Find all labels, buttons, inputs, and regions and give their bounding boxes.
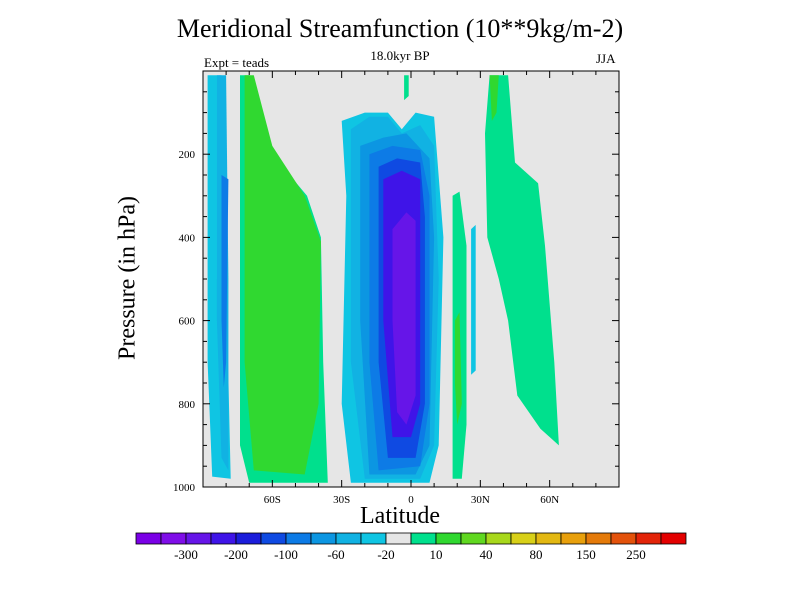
colorbar-swatch: [336, 533, 361, 544]
colorbar-label: 40: [480, 547, 493, 562]
colorbar-swatch: [586, 533, 611, 544]
colorbar-swatch: [411, 533, 436, 544]
colorbar-swatch: [561, 533, 586, 544]
x-tick-label: 30N: [471, 494, 490, 506]
colorbar-label: 150: [576, 547, 596, 562]
x-tick-label: 0: [408, 494, 414, 506]
colorbar-swatch: [261, 533, 286, 544]
colorbar-swatch: [386, 533, 411, 544]
colorbar-swatch: [286, 533, 311, 544]
colorbar-label: -20: [377, 547, 394, 562]
x-tick-label: 30S: [333, 494, 350, 506]
y-tick-label: 400: [179, 232, 196, 244]
colorbar-swatch: [636, 533, 661, 544]
colorbar-swatch: [461, 533, 486, 544]
colorbar-swatch: [611, 533, 636, 544]
colorbar-label: -300: [174, 547, 198, 562]
x-tick-label: 60S: [264, 494, 281, 506]
colorbar-swatch: [311, 533, 336, 544]
contour-nh-negative-sliver: [471, 225, 476, 375]
colorbar-label: -200: [224, 547, 248, 562]
y-tick-label: 1000: [173, 482, 196, 494]
y-tick-label: 600: [179, 316, 196, 328]
colorbar-swatch: [536, 533, 561, 544]
colorbar-swatch: [211, 533, 236, 544]
contour-upper-positive-sliver: [404, 75, 409, 100]
x-tick-label: 60N: [540, 494, 559, 506]
streamfunction-chart: 200 400 600 800 1000 60S 30S 0 30N 60N -300 -200 -10…: [0, 0, 800, 600]
colorbar-swatch: [361, 533, 386, 544]
colorbar-label: 10: [430, 547, 443, 562]
y-tick-label: 800: [179, 399, 196, 411]
colorbar-swatch: [511, 533, 536, 544]
colorbar-label: 80: [530, 547, 543, 562]
colorbar-label: -100: [274, 547, 298, 562]
colorbar-swatch: [136, 533, 161, 544]
colorbar-swatch: [486, 533, 511, 544]
colorbar-swatch: [661, 533, 686, 544]
colorbar-swatch: [186, 533, 211, 544]
colorbar-label: 250: [626, 547, 646, 562]
y-tick-label: 200: [179, 149, 196, 161]
colorbar-swatch: [436, 533, 461, 544]
colorbar-swatch: [161, 533, 186, 544]
colorbar-label: -60: [327, 547, 344, 562]
colorbar-swatch: [236, 533, 261, 544]
